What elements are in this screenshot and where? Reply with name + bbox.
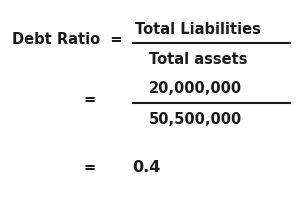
Text: Debt Ratio  =: Debt Ratio = [12, 32, 122, 47]
Text: Total assets: Total assets [149, 52, 247, 68]
Text: Total Liabilities: Total Liabilities [135, 21, 261, 36]
Text: =: = [84, 92, 96, 108]
Text: 50,500,000: 50,500,000 [148, 112, 242, 128]
Text: =: = [84, 160, 96, 174]
Text: 20,000,000: 20,000,000 [148, 81, 242, 96]
Text: 0.4: 0.4 [132, 160, 160, 174]
